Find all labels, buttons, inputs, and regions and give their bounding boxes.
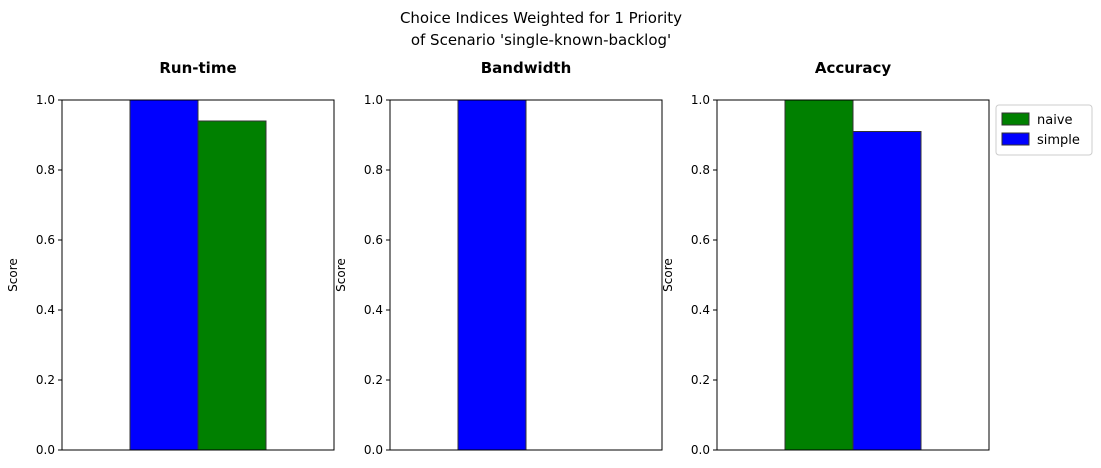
axes-frame <box>716 99 990 451</box>
figure-title-line-1: Choice Indices Weighted for 1 Priority <box>400 9 682 27</box>
y-tick-label: 0.6 <box>691 233 710 247</box>
axes-frame <box>389 99 663 451</box>
bar-naive <box>784 99 854 451</box>
legend-label-naive: naive <box>1037 113 1073 128</box>
subplot-2: Accuracy 0.0 0.2 0.4 0.6 0.8 1.0 Score <box>661 59 990 457</box>
subplot-1: Bandwidth 0.0 0.2 0.4 0.6 0.8 1.0 Score <box>334 59 663 457</box>
y-tick-label: 0.8 <box>691 163 710 177</box>
subplot-title: Run-time <box>159 59 236 77</box>
y-tick-label: 0.4 <box>691 303 710 317</box>
y-tick-label: 1.0 <box>364 93 383 107</box>
y-tick-label: 0.2 <box>691 373 710 387</box>
bar-simple <box>852 131 922 451</box>
axes-frame <box>61 99 335 451</box>
bar-simple <box>129 99 199 451</box>
subplot-title: Accuracy <box>815 59 891 77</box>
y-axis-label: Score <box>6 258 20 292</box>
legend-label-simple: simple <box>1037 133 1080 148</box>
y-tick-label: 0.6 <box>364 233 383 247</box>
y-tick-label: 0.0 <box>691 443 710 457</box>
subplot-title: Bandwidth <box>481 59 572 77</box>
y-tick-label: 0.6 <box>36 233 55 247</box>
legend: naive simple <box>995 104 1093 156</box>
y-tick-label: 0.4 <box>364 303 383 317</box>
legend-swatch-naive <box>1001 112 1030 126</box>
y-tick-label: 0.8 <box>364 163 383 177</box>
y-tick-label: 0.2 <box>36 373 55 387</box>
figure-title-line-2: of Scenario 'single-known-backlog' <box>411 31 671 49</box>
y-tick-label: 0.2 <box>364 373 383 387</box>
bar-simple <box>457 99 527 451</box>
y-axis-label: Score <box>334 258 348 292</box>
y-tick-label: 0.8 <box>36 163 55 177</box>
subplots: Run-time0.00.20.40.60.81.0ScoreBandwidth… <box>6 59 990 457</box>
y-tick-label: 1.0 <box>691 93 710 107</box>
y-tick-label: 0.0 <box>364 443 383 457</box>
y-tick-label: 0.0 <box>36 443 55 457</box>
bar-naive <box>197 120 267 451</box>
y-tick-label: 1.0 <box>36 93 55 107</box>
subplot-0: Run-time 0.0 0.2 0.4 0.6 0.8 1.0 Score <box>6 59 335 457</box>
legend-swatch-simple <box>1001 132 1030 146</box>
y-tick-label: 0.4 <box>36 303 55 317</box>
y-axis-label: Score <box>661 258 675 292</box>
